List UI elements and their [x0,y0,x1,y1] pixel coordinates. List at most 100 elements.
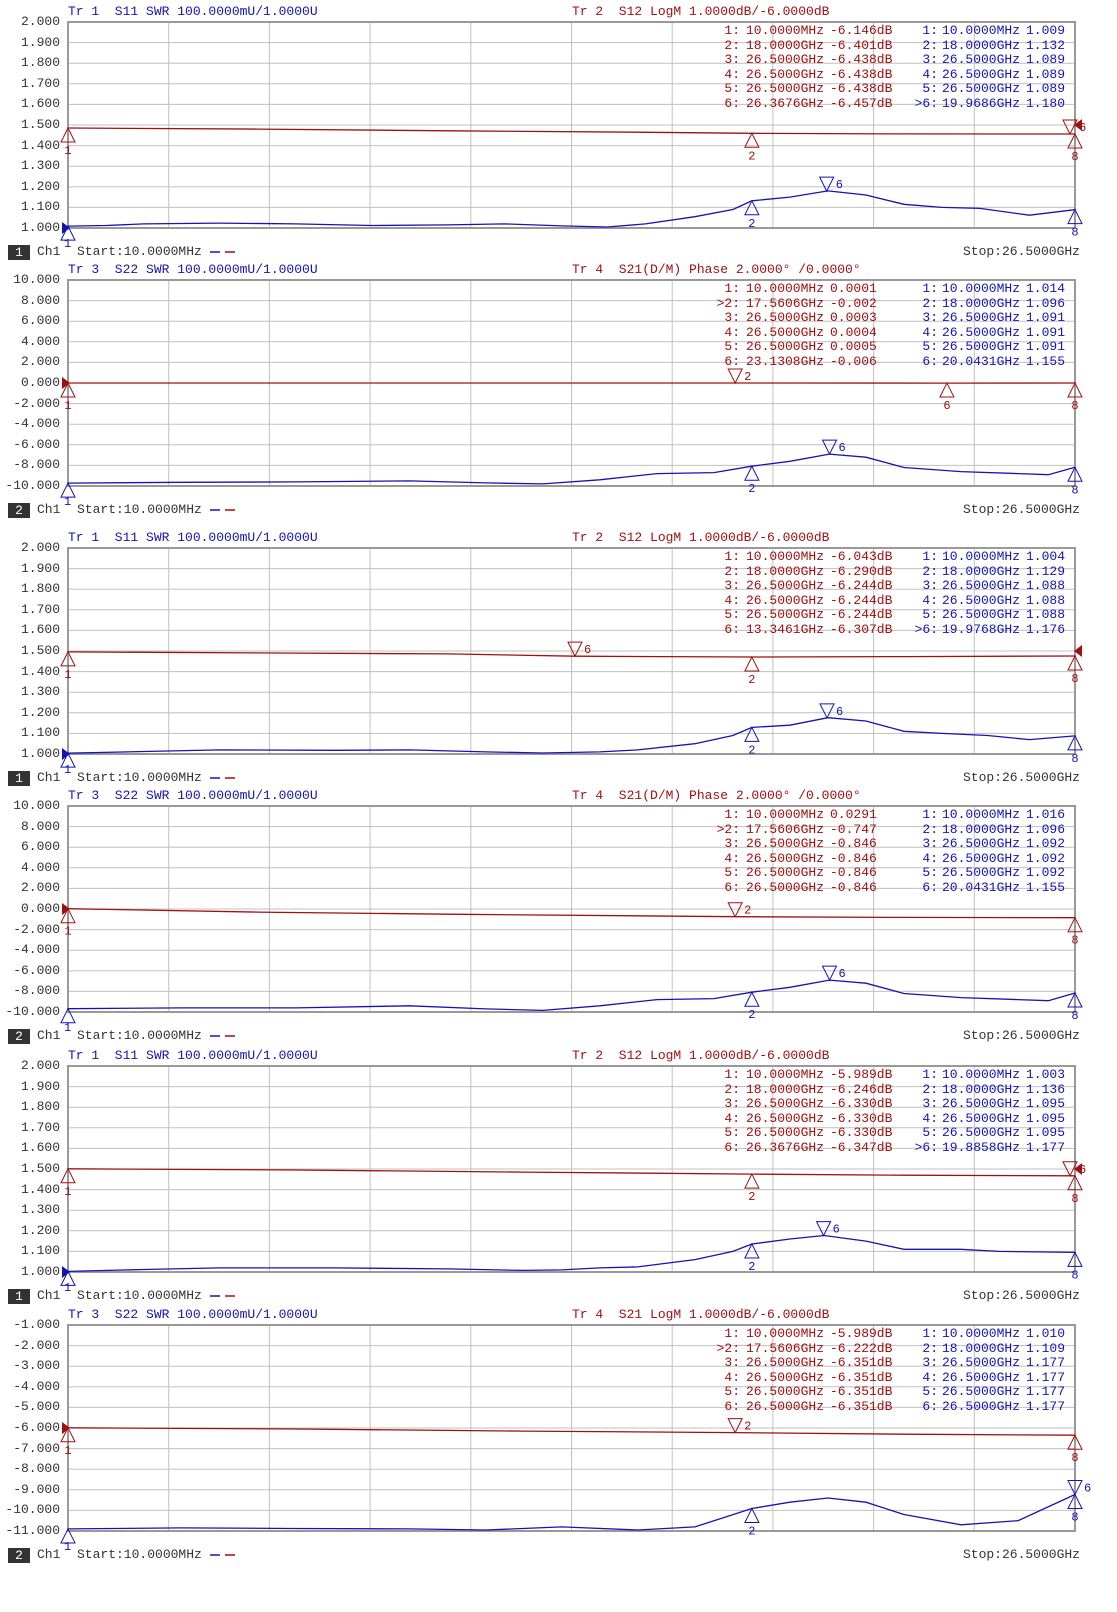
trace-header-left[interactable]: Tr 3 S22 SWR 100.0000mU/1.0000U [68,262,318,277]
y-tick-label: -11.000 [5,1523,60,1538]
red-table-cell: 3: [724,1355,740,1370]
y-tick-label: -1.000 [13,1317,60,1332]
trace-header-right[interactable]: Tr 2 S12 LogM 1.0000dB/-6.0000dB [572,530,830,545]
y-tick-label: 1.800 [20,1099,60,1115]
blue-table-cell: 20.0431GHz [942,879,1021,895]
marker-number: 1 [64,668,71,682]
marker-number: 6 [1079,121,1086,135]
trace-header-right[interactable]: Tr 4 S21(D/M) Phase 2.0000° /0.0000° [572,788,861,803]
red-table-cell: 5: [724,339,740,354]
marker-number: 8 [1071,672,1078,686]
trace-panel[interactable]: Tr 1 S11 SWR 100.0000mU/1.0000U Tr 2 S12 … [0,5,1117,262]
start-marker-label: 1 [64,495,72,509]
marker-triangle: 1 [60,907,76,939]
trace-panel[interactable]: Tr 1 S11 SWR 100.0000mU/1.0000U Tr 2 S12 … [0,1049,1117,1306]
marker-number: 2 [748,482,755,496]
marker-triangle: 2 [744,199,760,231]
red-table-cell: 3: [724,52,740,67]
blue-table-cell: 1.095 [1026,1110,1066,1126]
y-tick-label: 1.900 [20,34,60,50]
blue-table-cell: 1.003 [1026,1067,1066,1082]
blue-table-cell: 1.088 [1026,607,1066,622]
red-table-cell: 18.0000GHz [746,563,825,579]
trace-header-left[interactable]: Tr 1 S11 SWR 100.0000mU/1.0000U [68,1048,318,1063]
plot-area[interactable]: 1 2 6 8 2 6 8 [60,279,1083,498]
red-table-cell: 0.0005 [830,339,877,354]
trace-panel[interactable]: Tr 3 S22 SWR 100.0000mU/1.0000U Tr 4 S21(… [0,789,1117,1046]
red-table-cell: 10.0000MHz [746,1067,825,1082]
red-table-cell: 1: [724,1067,740,1082]
channel-badge[interactable]: 1 [8,771,30,786]
marker-number: 2 [748,1190,755,1204]
plot-area[interactable]: 1 6 2 8 2 6 8 [60,547,1083,768]
marker-triangle: 2 [744,1507,760,1539]
marker-triangle: 1 [60,1167,76,1199]
trace-panel[interactable]: Tr 3 S22 SWR 100.0000mU/1.0000U Tr 4 S21(… [0,263,1117,520]
channel-badge[interactable]: 2 [8,503,30,518]
trace-legend [210,251,235,253]
plot-area[interactable]: 1 2 8 2 6 8 [60,1324,1091,1544]
stop-frequency: Stop:26.5000GHz [962,1547,1080,1562]
trace-header-right[interactable]: Tr 2 S12 LogM 1.0000dB/-6.0000dB [572,1048,830,1063]
trace-header-right[interactable]: Tr 4 S21 LogM 1.0000dB/-6.0000dB [572,1307,830,1322]
trace-panel[interactable]: Tr 1 S11 SWR 100.0000mU/1.0000U Tr 2 S12 … [0,531,1117,788]
blue-table-cell: 1.092 [1026,836,1066,851]
trace-header-left[interactable]: Tr 1 S11 SWR 100.0000mU/1.0000U [68,530,318,545]
trace-header-right[interactable]: Tr 4 S21(D/M) Phase 2.0000° /0.0000° [572,262,861,277]
blue-table-cell: 4: [922,324,938,340]
blue-table-cell: 1.092 [1026,865,1066,880]
blue-table-cell: >6: [914,621,938,637]
red-table-cell: -6.307dB [830,621,893,637]
blue-table-cell: 26.5000GHz [942,865,1021,880]
red-table-cell: 10.0000MHz [746,1326,825,1341]
marker-number: 8 [1071,1451,1078,1465]
trace-header-left[interactable]: Tr 3 S22 SWR 100.0000mU/1.0000U [68,788,318,803]
y-tick-label: -2.000 [13,1337,60,1353]
y-tick-label: 1.100 [20,725,60,741]
reference-arrow [1074,119,1082,131]
reference-arrow [1074,1163,1082,1175]
y-tick-label: -2.000 [13,921,60,937]
trace-header-left[interactable]: Tr 1 S11 SWR 100.0000mU/1.0000U [68,4,318,19]
y-tick-label: 1.500 [20,117,60,132]
marker-number: 1 [64,1444,71,1458]
trace-legend [210,1035,235,1037]
channel-badge[interactable]: 1 [8,245,30,260]
blue-table-cell: 1: [922,281,938,296]
blue-table-cell: 5: [922,607,938,622]
blue-table-cell: 18.0000GHz [942,1340,1021,1356]
channel-badge[interactable]: 1 [8,1289,30,1304]
red-table-cell: -6.290dB [830,563,893,579]
trace-panel[interactable]: Tr 3 S22 SWR 100.0000mU/1.0000U Tr 4 S21 … [0,1308,1117,1565]
red-table-cell: 2: [724,1081,740,1097]
marker-number: 6 [943,399,950,413]
red-table-cell: -6.244dB [830,607,893,622]
marker-triangle: 1 [60,381,76,413]
y-tick-label: 4.000 [20,859,60,875]
blue-table-cell: 1.109 [1026,1340,1066,1356]
red-table-cell: 26.5000GHz [746,310,825,325]
blue-table-cell: 1.176 [1026,621,1066,637]
red-table-cell: 0.0291 [830,807,877,822]
red-table-cell: -6.330dB [830,1096,893,1111]
channel-badge[interactable]: 2 [8,1548,30,1563]
plot-area[interactable]: 1 2 8 2 6 8 [60,805,1083,1024]
red-table-cell: -0.002 [830,295,877,311]
plot-area[interactable]: 1 2 6 8 2 6 8 [60,21,1086,241]
red-table-cell: 6: [724,879,740,895]
trace-header-right[interactable]: Tr 2 S12 LogM 1.0000dB/-6.0000dB [572,4,830,19]
marker-triangle: 2 [744,991,760,1022]
trace-header-left[interactable]: Tr 3 S22 SWR 100.0000mU/1.0000U [68,1307,318,1322]
channel-badge[interactable]: 2 [8,1029,30,1044]
marker-number: 2 [748,743,755,757]
blue-table-cell: 18.0000GHz [942,821,1021,837]
blue-table-cell: 1.009 [1026,23,1066,38]
red-table-cell: 26.5000GHz [746,1369,825,1385]
marker-triangle [60,1270,76,1286]
plot-area[interactable]: 1 2 6 8 2 6 8 [60,1065,1086,1286]
red-table-cell: 26.5000GHz [746,836,825,851]
marker-number: 8 [1071,150,1078,164]
red-table-cell: 26.5000GHz [746,1125,825,1140]
red-table-cell: 10.0000MHz [746,549,825,564]
red-table-cell: 5: [724,865,740,880]
